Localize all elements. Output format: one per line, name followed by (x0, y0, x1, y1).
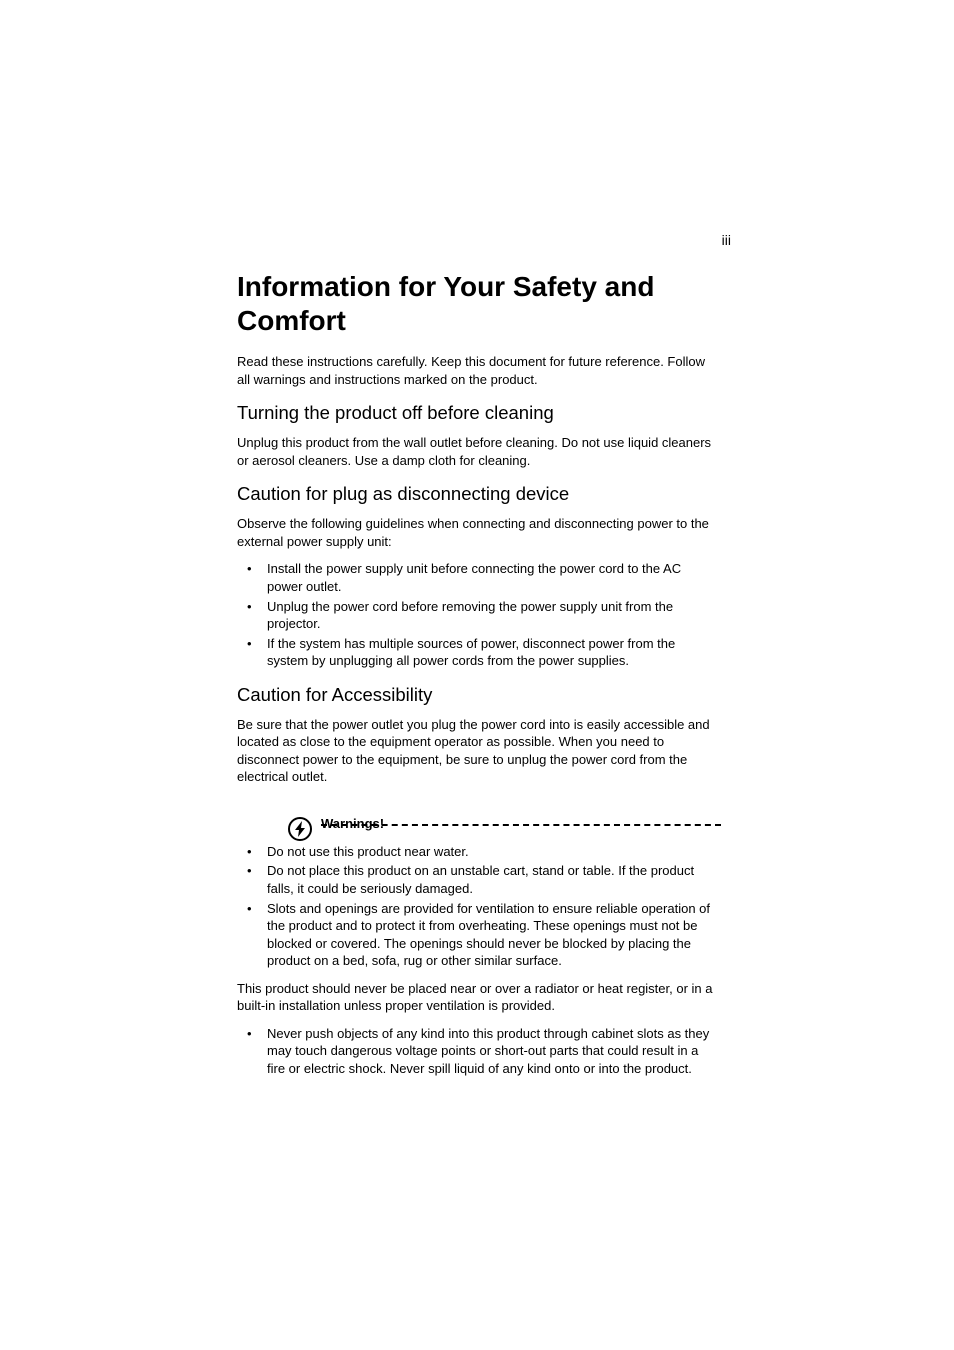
section-heading-plug: Caution for plug as disconnecting device (237, 483, 717, 505)
intro-paragraph: Read these instructions carefully. Keep … (237, 353, 717, 388)
list-item: If the system has multiple sources of po… (237, 635, 717, 670)
list-item: Do not place this product on an unstable… (237, 862, 717, 897)
section-para-plug: Observe the following guidelines when co… (237, 515, 717, 550)
list-item: Install the power supply unit before con… (237, 560, 717, 595)
page-number: iii (722, 232, 731, 248)
warning-bullet-list-top: Do not use this product near water. Do n… (237, 843, 717, 970)
plug-bullet-list: Install the power supply unit before con… (237, 560, 717, 669)
warning-bullet-list-bottom: Never push objects of any kind into this… (237, 1025, 717, 1078)
dashed-divider (321, 824, 721, 826)
list-item: Do not use this product near water. (237, 843, 717, 861)
list-item: Slots and openings are provided for vent… (237, 900, 717, 970)
list-item: Never push objects of any kind into this… (237, 1025, 717, 1078)
section-para-cleaning: Unplug this product from the wall outlet… (237, 434, 717, 469)
section-heading-accessibility: Caution for Accessibility (237, 684, 717, 706)
list-item: Unplug the power cord before removing th… (237, 598, 717, 633)
section-heading-cleaning: Turning the product off before cleaning (237, 402, 717, 424)
section-para-accessibility: Be sure that the power outlet you plug t… (237, 716, 717, 786)
document-page: iii Information for Your Safety and Comf… (0, 0, 954, 1078)
warning-mid-paragraph: This product should never be placed near… (237, 980, 717, 1015)
warning-block: Warnings! (237, 816, 717, 831)
main-title: Information for Your Safety and Comfort (237, 270, 717, 337)
